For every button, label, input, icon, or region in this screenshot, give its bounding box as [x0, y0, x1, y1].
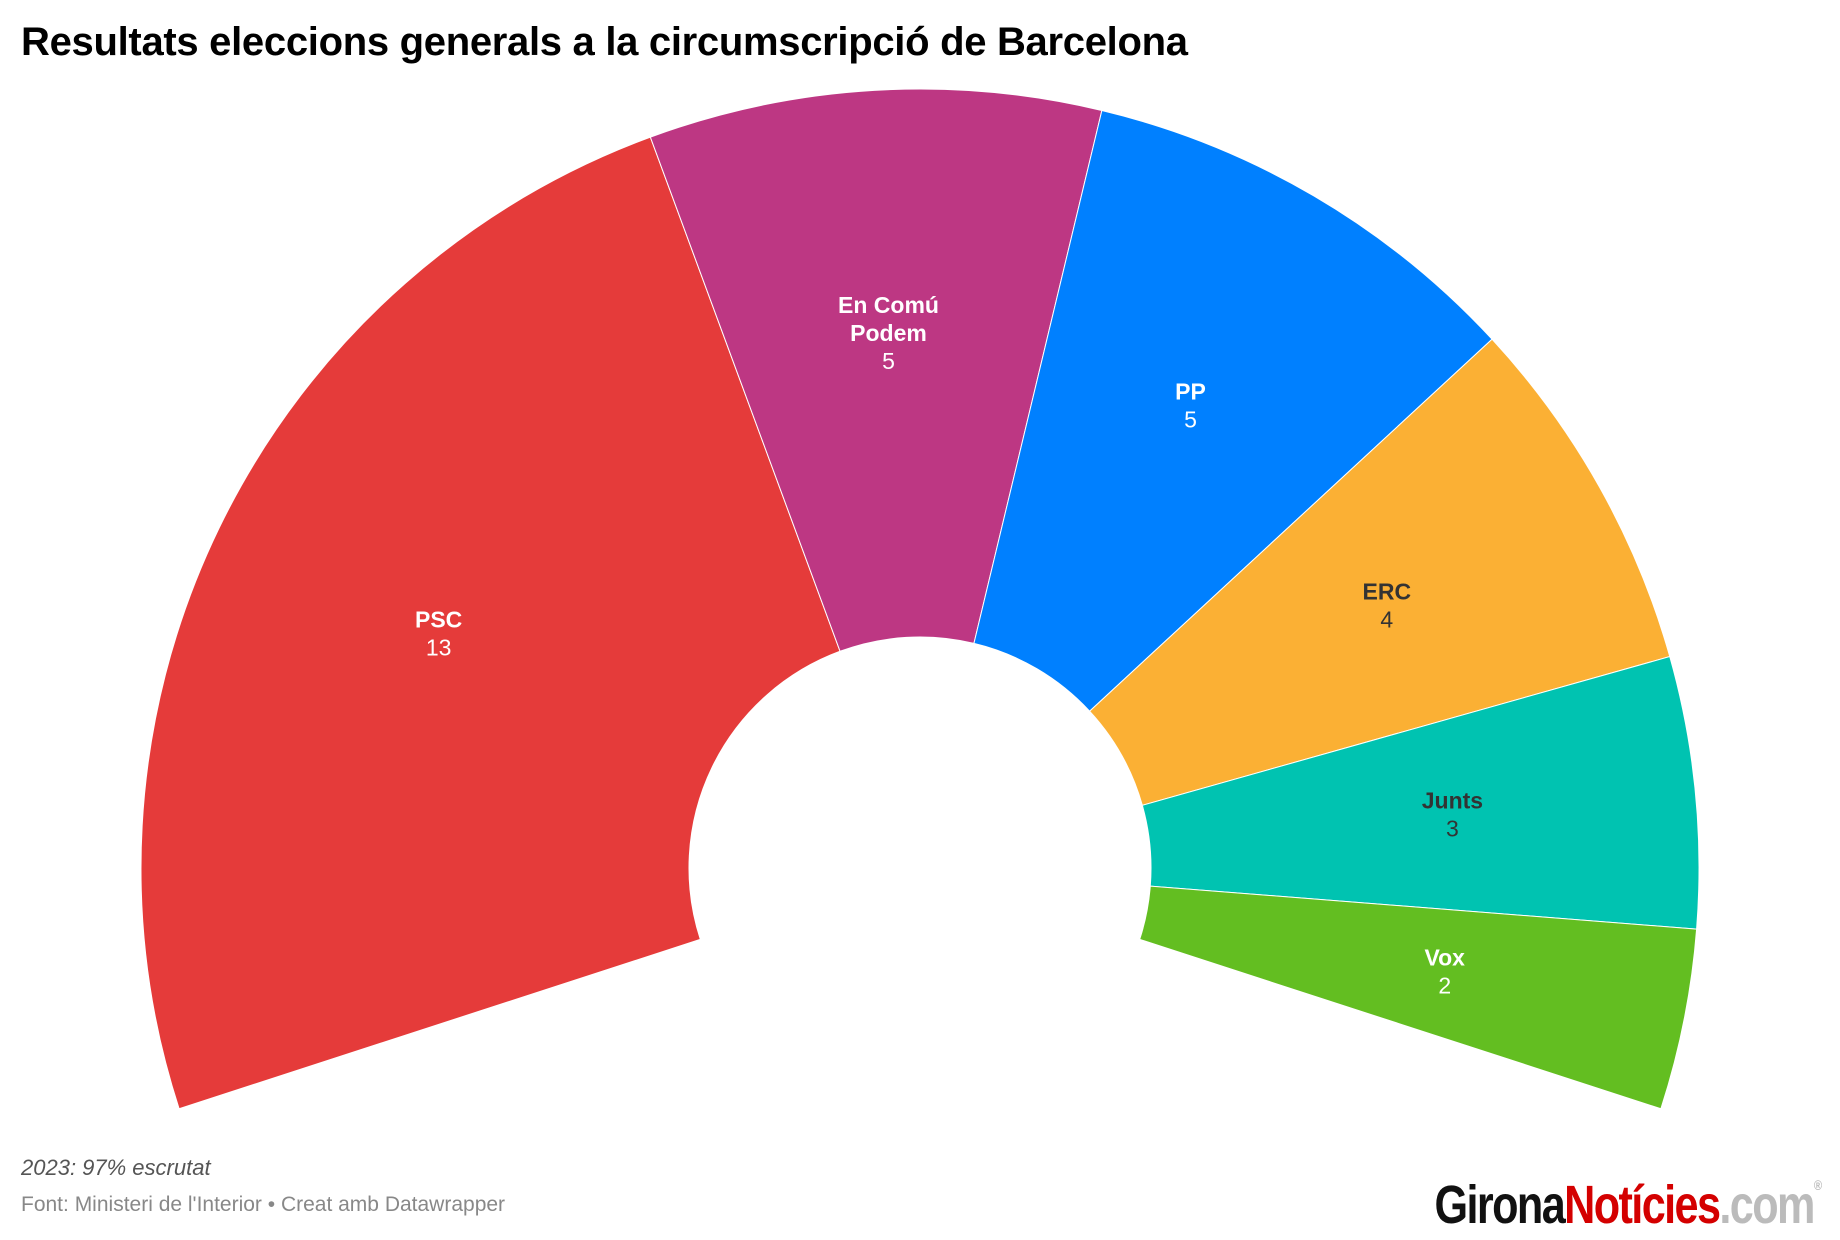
segment-value: 13: [426, 635, 452, 661]
chart-title: Resultats eleccions generals a la circum…: [21, 20, 1188, 64]
segment-value: 5: [1184, 406, 1197, 432]
segment-label: Vox: [1424, 944, 1465, 970]
seat-segment-erc: [1088, 338, 1671, 806]
seat-segment-junts: [1141, 655, 1700, 930]
segment-label: ERC: [1363, 579, 1412, 605]
segment-label: PP: [1175, 378, 1206, 404]
logo-registered-mark: ®: [1813, 1177, 1821, 1193]
seat-segment-vox: [1139, 885, 1698, 1110]
chart-source: Font: Ministeri de l'Interior • Creat am…: [21, 1193, 506, 1216]
segment-value: 3: [1446, 816, 1459, 842]
seat-segment-psc: [140, 136, 841, 1110]
gironanoticies-logo: GironaNotícies.com®: [1434, 1175, 1822, 1235]
segment-label: En Comú: [838, 292, 939, 318]
seat-segment-en-comú-podem: [649, 88, 1103, 652]
segment-label: PSC: [415, 607, 462, 633]
segment-label: Junts: [1422, 788, 1483, 814]
segment-value: 4: [1380, 607, 1393, 633]
chart-note: 2023: 97% escrutat: [21, 1155, 211, 1180]
segment-label: Podem: [850, 320, 927, 346]
segment-value: 5: [882, 348, 895, 374]
segment-value: 2: [1438, 972, 1451, 998]
logo-part2: Notícies: [1563, 1175, 1721, 1235]
seat-segment-pp: [973, 109, 1493, 712]
logo-part1: Girona: [1434, 1175, 1565, 1235]
logo-part3: .com: [1718, 1175, 1815, 1235]
